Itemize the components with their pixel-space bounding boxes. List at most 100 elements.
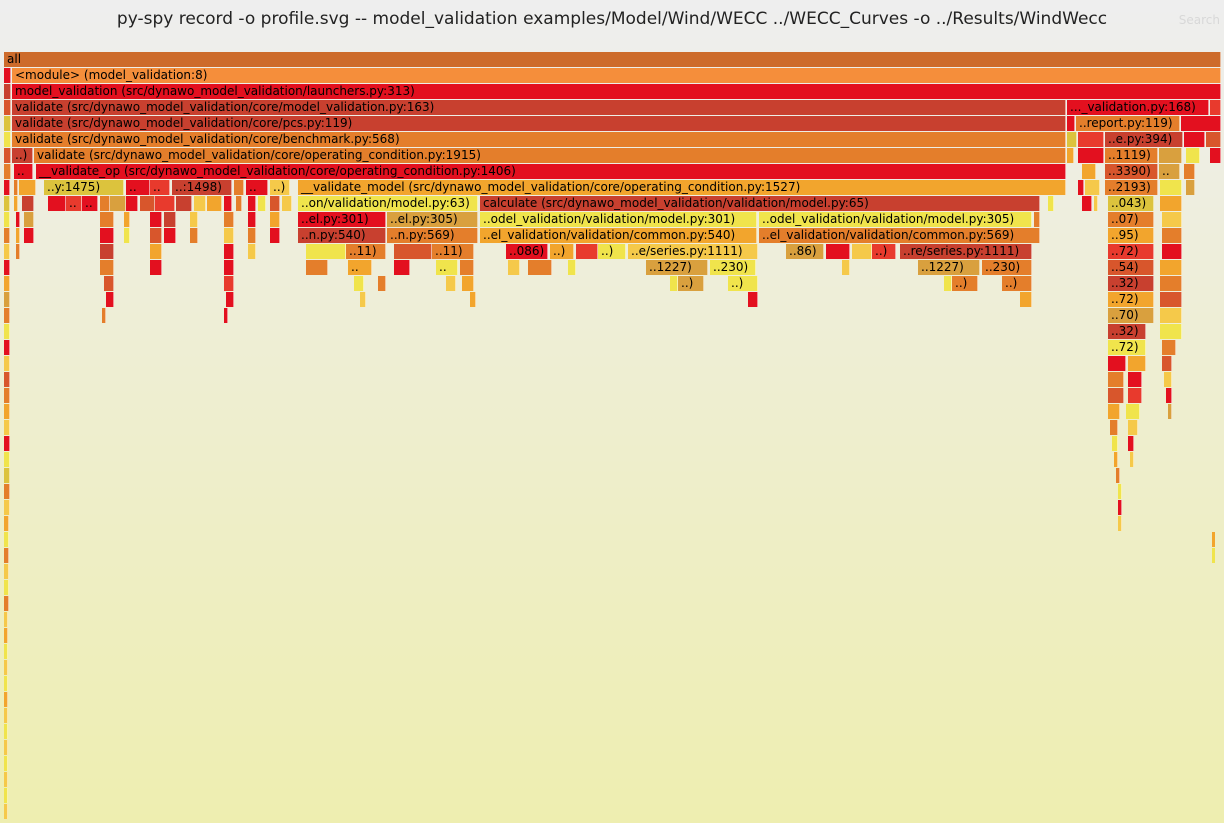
flame-frame[interactable] — [207, 196, 222, 211]
flame-frame[interactable] — [236, 196, 242, 211]
flame-frame[interactable]: ..95) — [1108, 228, 1154, 243]
flame-frame[interactable] — [1078, 132, 1104, 147]
flame-frame[interactable] — [1159, 148, 1182, 163]
flame-frame[interactable]: .. — [150, 180, 170, 195]
flame-frame[interactable] — [4, 180, 10, 195]
flame-frame[interactable]: ..1119) — [1105, 148, 1158, 163]
flame-frame[interactable] — [842, 260, 850, 275]
flame-frame[interactable] — [1126, 404, 1140, 419]
flame-frame[interactable] — [1160, 180, 1182, 195]
flame-frame[interactable]: ..el.py:301) — [298, 212, 386, 227]
flame-frame[interactable]: ..._validation.py:168) — [1067, 100, 1209, 115]
flame-frame[interactable]: ..70) — [1108, 308, 1154, 323]
flame-frame[interactable] — [1162, 356, 1172, 371]
flame-frame[interactable] — [462, 276, 474, 291]
flame-frame[interactable]: ..) — [12, 148, 33, 163]
flame-frame[interactable]: model_validation (src/dynawo_model_valid… — [12, 84, 1221, 99]
flame-frame[interactable] — [4, 356, 10, 371]
flame-frame[interactable] — [460, 260, 474, 275]
flame-frame[interactable]: ..el_validation/validation/common.py:569… — [759, 228, 1040, 243]
flame-frame[interactable] — [4, 468, 10, 483]
flame-frame[interactable]: .. — [66, 196, 82, 211]
flame-frame[interactable] — [4, 676, 8, 691]
flame-frame[interactable] — [4, 84, 11, 99]
flame-frame[interactable]: ..230) — [710, 260, 756, 275]
flame-frame[interactable] — [224, 228, 234, 243]
flame-frame[interactable] — [360, 292, 366, 307]
flame-frame[interactable] — [4, 708, 8, 723]
flame-frame[interactable] — [1094, 196, 1098, 211]
flame-frame[interactable] — [4, 436, 10, 451]
flame-frame[interactable] — [100, 260, 114, 275]
flame-frame[interactable] — [24, 212, 34, 227]
flame-frame[interactable] — [1078, 180, 1084, 195]
flame-frame[interactable]: ..07) — [1108, 212, 1154, 227]
flame-frame[interactable]: ..e.py:394) — [1105, 132, 1183, 147]
flame-frame[interactable]: validate (src/dynawo_model_validation/co… — [12, 116, 1066, 131]
flame-frame[interactable]: ..n.py:569) — [387, 228, 478, 243]
flame-frame[interactable]: ..72) — [1108, 244, 1154, 259]
flame-frame[interactable] — [1110, 420, 1118, 435]
flame-frame[interactable]: validate (src/dynawo_model_validation/co… — [12, 132, 1066, 147]
flame-frame[interactable]: ..86) — [786, 244, 824, 259]
flame-frame[interactable] — [378, 276, 386, 291]
flame-frame[interactable] — [19, 180, 36, 195]
flame-frame[interactable] — [4, 532, 9, 547]
flame-frame[interactable] — [16, 244, 20, 259]
flame-frame[interactable] — [306, 244, 346, 259]
flame-frame[interactable] — [4, 596, 9, 611]
flame-frame[interactable]: ..on/validation/model.py:63) — [298, 196, 478, 211]
flame-frame[interactable] — [1210, 148, 1221, 163]
flame-frame[interactable] — [1160, 324, 1182, 339]
flame-frame[interactable]: .. — [82, 196, 98, 211]
flame-frame[interactable] — [190, 212, 198, 227]
flame-frame[interactable] — [4, 804, 8, 819]
flame-frame[interactable] — [4, 660, 8, 675]
flame-frame[interactable] — [1212, 548, 1215, 563]
flame-frame[interactable]: ..) — [1002, 276, 1032, 291]
flame-frame[interactable] — [224, 260, 234, 275]
flame-frame[interactable] — [4, 228, 10, 243]
flame-frame[interactable] — [1212, 532, 1215, 547]
flame-frame[interactable]: all — [4, 52, 1221, 67]
flame-frame[interactable]: ..11) — [432, 244, 474, 259]
flame-frame[interactable]: validate (src/dynawo_model_validation/co… — [34, 148, 1066, 163]
flame-frame[interactable] — [176, 196, 192, 211]
flame-frame[interactable] — [14, 180, 18, 195]
flame-frame[interactable] — [944, 276, 952, 291]
flame-frame[interactable] — [270, 212, 280, 227]
flame-frame[interactable] — [1162, 244, 1182, 259]
flame-frame[interactable]: ..3390) — [1105, 164, 1158, 179]
flame-frame[interactable] — [100, 244, 114, 259]
flame-frame[interactable] — [1162, 228, 1182, 243]
flame-frame[interactable]: ..32) — [1108, 276, 1154, 291]
flame-frame[interactable] — [1130, 452, 1134, 467]
flame-frame[interactable] — [124, 228, 130, 243]
flame-frame[interactable] — [1112, 436, 1118, 451]
flame-frame[interactable]: ..) — [598, 244, 626, 259]
flame-frame[interactable] — [1116, 468, 1120, 483]
flame-frame[interactable]: calculate (src/dynawo_model_validation/v… — [480, 196, 1040, 211]
flame-frame[interactable]: ..1227) — [918, 260, 980, 275]
flame-frame[interactable] — [852, 244, 872, 259]
flame-frame[interactable]: ..odel_validation/validation/model.py:30… — [480, 212, 757, 227]
flame-frame[interactable]: .. — [246, 180, 268, 195]
flame-frame[interactable]: .. — [14, 164, 33, 179]
flame-frame[interactable] — [1181, 116, 1221, 131]
flame-frame[interactable]: ..54) — [1108, 260, 1154, 275]
flame-frame[interactable] — [1186, 148, 1200, 163]
flame-frame[interactable] — [1085, 180, 1100, 195]
flame-frame[interactable] — [1128, 420, 1138, 435]
flame-frame[interactable] — [4, 260, 10, 275]
flame-frame[interactable]: .. — [126, 180, 150, 195]
flame-frame[interactable] — [150, 260, 162, 275]
flame-frame[interactable] — [4, 788, 8, 803]
flame-frame[interactable] — [110, 196, 126, 211]
flame-frame[interactable] — [248, 244, 256, 259]
flame-frame[interactable] — [190, 228, 198, 243]
flame-frame[interactable]: __validate_model (src/dynawo_model_valid… — [298, 180, 1066, 195]
flame-frame[interactable]: ..) — [270, 180, 290, 195]
flame-frame[interactable]: ..11) — [346, 244, 386, 259]
flame-frame[interactable] — [354, 276, 364, 291]
flame-frame[interactable] — [100, 212, 114, 227]
